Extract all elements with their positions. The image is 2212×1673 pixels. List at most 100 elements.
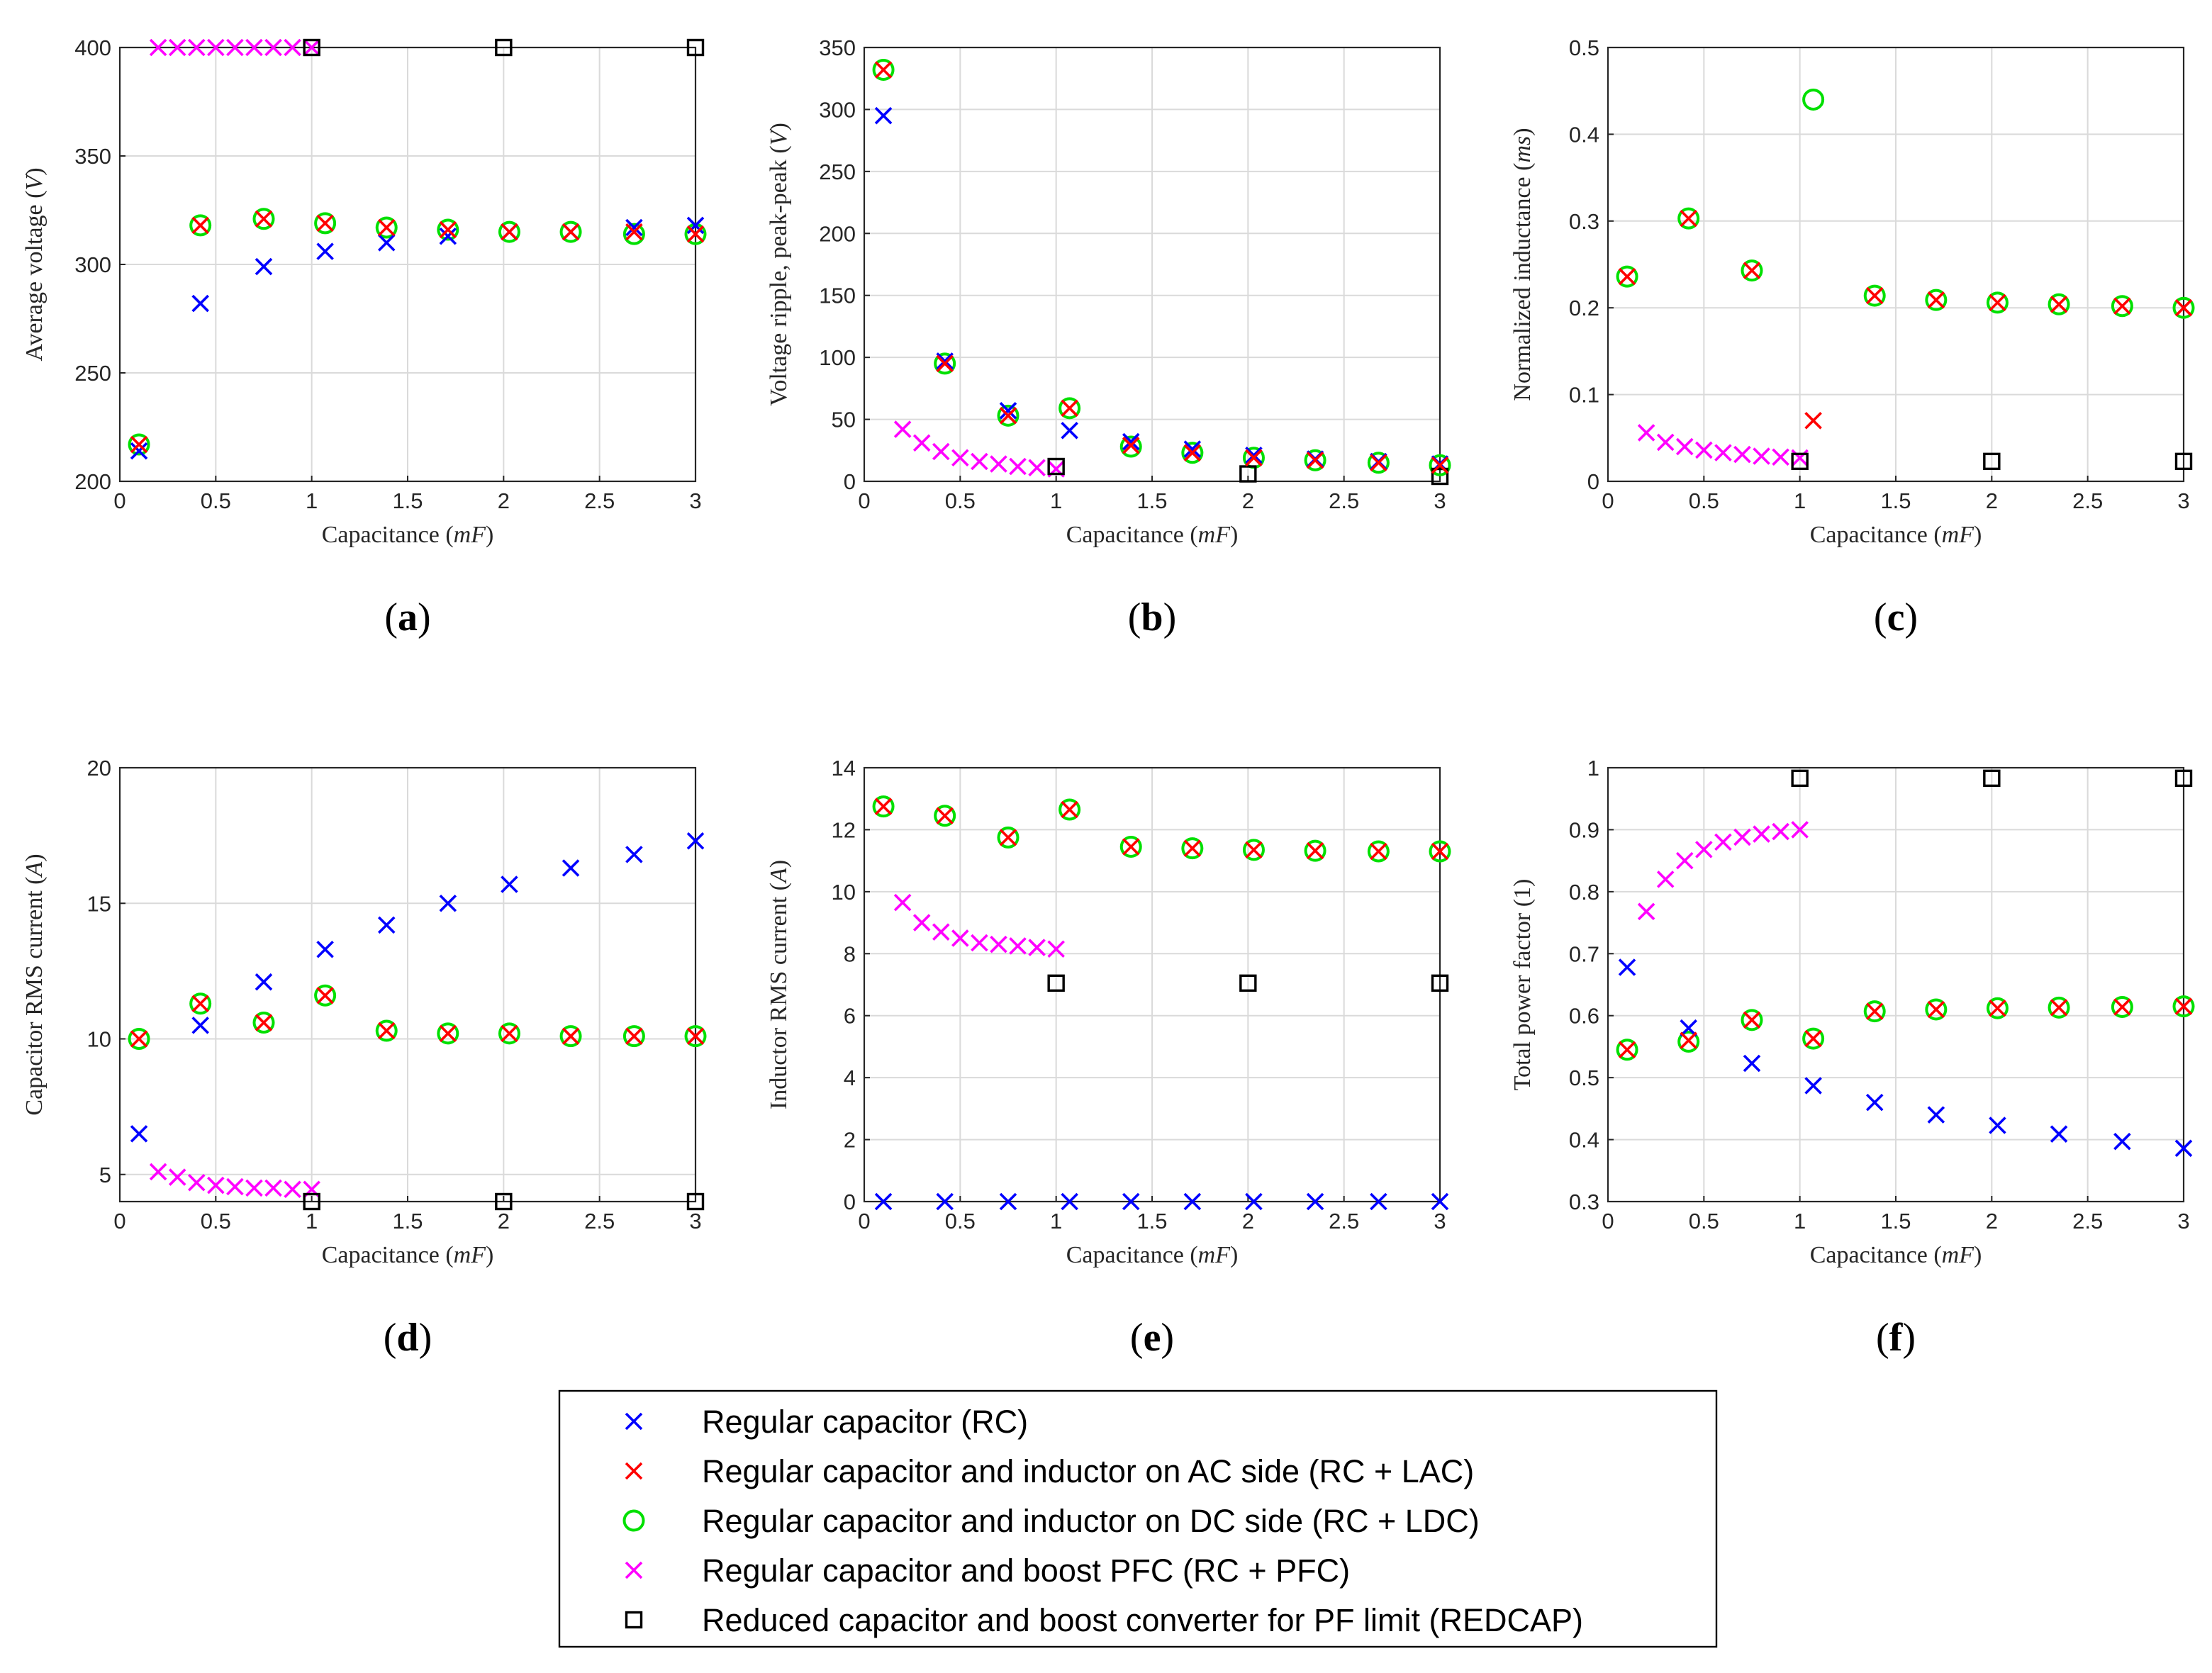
data-point-pfc <box>303 38 320 57</box>
x-axis-label: Capacitance (mF) <box>1066 522 1239 548</box>
y-tick-label: 300 <box>74 252 111 277</box>
y-tick-label: 2 <box>844 1128 856 1153</box>
data-point-lac <box>439 1024 457 1043</box>
data-point-lac <box>1743 1011 1761 1029</box>
data-point-lac <box>2113 297 2131 315</box>
data-point-ldc <box>1429 840 1451 863</box>
x-tick-label: 2 <box>498 488 510 513</box>
data-point-lac <box>562 223 580 241</box>
data-point-pfc <box>971 934 988 952</box>
data-point-pfc <box>1009 937 1027 955</box>
data-point-lac <box>501 223 518 241</box>
x-tick-label: 1.5 <box>1880 488 1911 513</box>
data-point-ldc <box>2172 296 2195 319</box>
data-point-pfc <box>971 452 988 471</box>
data-point-rc <box>377 234 396 252</box>
data-point-ldc <box>1367 840 1390 863</box>
legend-item-ldc: Regular capacitor and inductor on DC sid… <box>622 1503 1480 1539</box>
data-point-redcap <box>1239 974 1257 992</box>
data-point-rc <box>1431 1192 1449 1211</box>
data-point-redcap <box>1791 769 1809 788</box>
series-ldc <box>1616 995 2195 1061</box>
panel-label: (b) <box>1128 595 1176 639</box>
data-point-ldc <box>375 216 398 239</box>
data-point-pfc <box>149 1163 167 1181</box>
y-tick-label: 1 <box>1587 756 1599 780</box>
data-point-ldc <box>1986 997 2009 1019</box>
data-point-lac <box>1804 412 1822 430</box>
legend-label: Regular capacitor and inductor on DC sid… <box>702 1503 1480 1539</box>
data-point-lac <box>255 210 273 228</box>
y-tick-label: 0.6 <box>1569 1004 1599 1029</box>
y-tick-label: 14 <box>832 756 856 780</box>
data-point-lac <box>1183 444 1202 462</box>
data-point-redcap <box>1431 974 1449 992</box>
data-point-ldc <box>1741 259 1763 282</box>
data-point-rc <box>439 894 457 912</box>
x-tick-label: 0.5 <box>945 1209 976 1233</box>
x-axis-label: Capacitance (mF) <box>322 1242 494 1268</box>
data-point-ldc <box>997 404 1020 427</box>
data-point-rc <box>191 1017 209 1034</box>
series-redcap <box>303 1192 705 1211</box>
data-point-lac <box>1306 452 1324 469</box>
x-tick-label: 1.5 <box>392 488 423 513</box>
x-tick-label: 2.5 <box>2072 1209 2103 1233</box>
data-point-ldc <box>1677 207 1700 230</box>
data-point-lac <box>1927 291 1945 309</box>
data-point-ldc <box>559 220 582 243</box>
data-point-rc <box>625 846 643 863</box>
data-point-lac <box>255 1014 273 1031</box>
series-rc <box>1618 958 2193 1158</box>
y-tick-label: 350 <box>74 144 111 169</box>
x-tick-label: 2.5 <box>1329 488 1359 513</box>
x-tick-label: 3 <box>2177 1209 2189 1233</box>
y-tick-label: 250 <box>74 361 111 386</box>
data-point-lac <box>1865 286 1884 305</box>
data-point-rc <box>2113 1132 2131 1151</box>
x-tick-label: 1.5 <box>1136 1209 1167 1233</box>
data-point-ldc <box>128 1028 150 1050</box>
data-point-ldc <box>375 1019 398 1042</box>
data-point-pfc <box>1772 448 1789 466</box>
data-point-rc <box>255 973 273 991</box>
x-tick-label: 2 <box>498 1209 510 1233</box>
data-point-lac <box>191 995 209 1013</box>
y-axis-label: Capacitor RMS current (A) <box>21 854 48 1115</box>
data-point-ldc <box>1058 798 1081 821</box>
x-tick-label: 2 <box>1986 488 1998 513</box>
data-point-ldc <box>252 1012 275 1034</box>
data-point-lac <box>1680 209 1697 228</box>
data-point-rc <box>562 859 580 877</box>
x-tick-label: 3 <box>1434 488 1446 513</box>
x-tick-label: 0 <box>858 1209 870 1233</box>
y-tick-label: 10 <box>832 880 856 905</box>
y-tick-label: 200 <box>819 221 856 246</box>
data-point-redcap <box>1983 452 2001 471</box>
data-point-rc <box>936 1192 954 1211</box>
series-redcap <box>1791 452 2193 471</box>
data-point-pfc <box>264 38 282 57</box>
x-tick-label: 2 <box>1242 1209 1254 1233</box>
data-point-pfc <box>207 1176 225 1194</box>
y-tick-label: 0.5 <box>1569 35 1599 60</box>
data-point-lac <box>316 987 334 1005</box>
data-point-pfc <box>912 914 931 931</box>
data-point-lac <box>1989 999 2006 1017</box>
data-point-pfc <box>149 38 167 57</box>
data-point-rc <box>377 916 396 934</box>
data-point-lac <box>130 435 148 454</box>
data-point-pfc <box>1675 437 1694 456</box>
x-tick-label: 0.5 <box>201 488 231 513</box>
y-tick-label: 400 <box>74 35 111 60</box>
data-point-rc <box>2050 1125 2068 1143</box>
data-point-lac <box>439 220 457 239</box>
data-point-pfc <box>1009 457 1027 476</box>
legend-box <box>558 1389 1718 1648</box>
y-tick-label: 250 <box>819 160 856 184</box>
data-point-pfc <box>187 38 206 57</box>
data-point-lac <box>562 1027 580 1045</box>
series-lac <box>874 61 1449 474</box>
y-tick-label: 6 <box>844 1004 856 1029</box>
